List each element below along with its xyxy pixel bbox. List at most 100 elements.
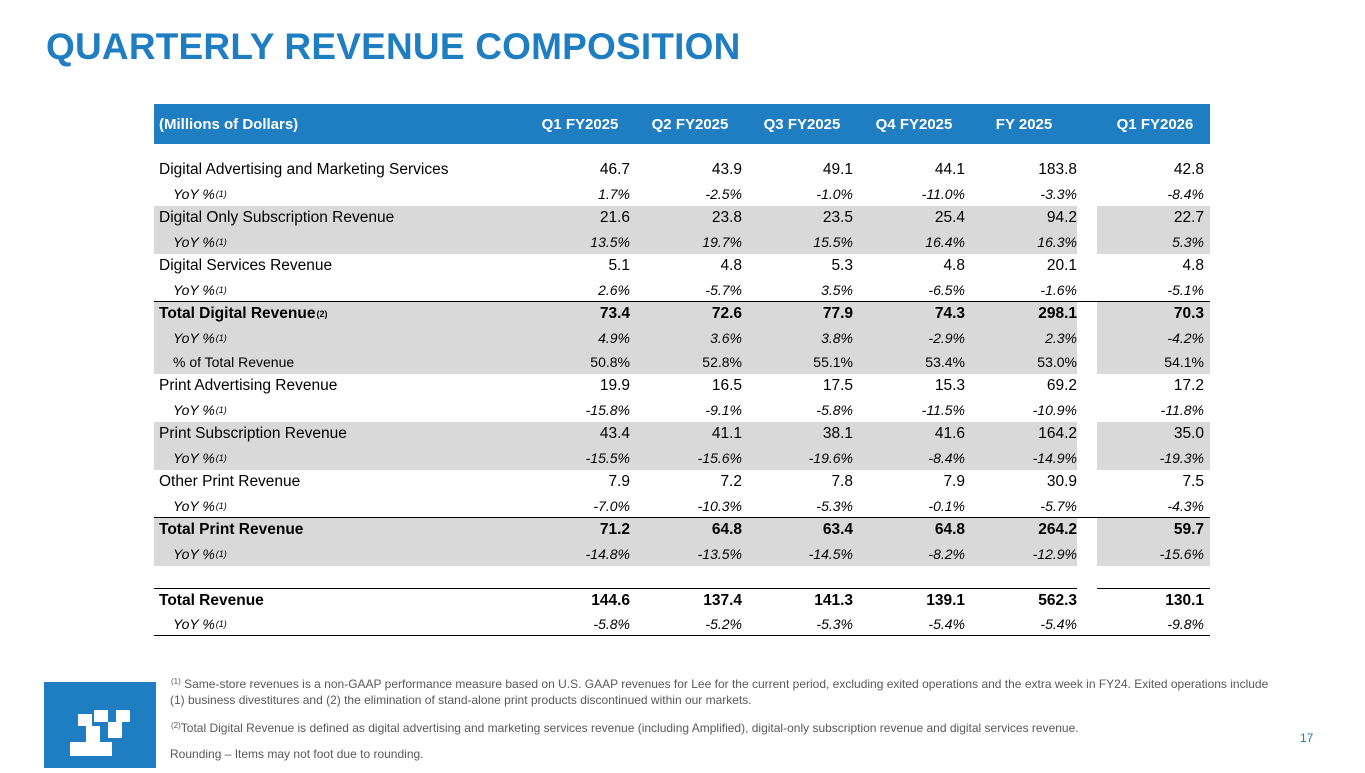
- table-cell: -19.6%: [808, 450, 853, 466]
- table-cell: 30.9: [1046, 473, 1077, 490]
- header-label: (Millions of Dollars): [159, 115, 299, 133]
- footnote-ref: (1): [215, 549, 227, 559]
- table-cell: 130.1: [1165, 591, 1204, 609]
- column-gap: [1077, 446, 1097, 470]
- table-row: Print Subscription Revenue 43.4 41.1 38.1 41…: [154, 422, 1210, 446]
- table-header-row: (Millions of Dollars) Q1 FY2025 Q2 FY202…: [154, 104, 1210, 144]
- table-cell: 49.1: [822, 161, 853, 178]
- header-col: FY 2025: [995, 115, 1053, 133]
- table-cell: -3.3%: [1040, 186, 1077, 202]
- table-cell: 5.3%: [1172, 234, 1204, 250]
- footnotes: (1) Same-store revenues is a non-GAAP pe…: [170, 674, 1280, 772]
- table-cell: 46.7: [599, 161, 630, 178]
- row-label: Digital Advertising and Marketing Servic…: [159, 158, 448, 182]
- table-row: YoY % (1) -15.8% -9.1% -5.8% -11.5% -10.9% -11.…: [154, 398, 1210, 422]
- table-cell: -5.4%: [928, 615, 965, 632]
- lee-enterprises-logo-icon: [70, 710, 130, 756]
- table-cell: 5.3: [831, 257, 853, 274]
- table-cell: -5.7%: [705, 281, 742, 298]
- table-row: YoY % (1) 4.9% 3.6% 3.8% -2.9% 2.3% -4.2%: [154, 326, 1210, 350]
- table-cell: -11.5%: [921, 402, 965, 418]
- row-label: YoY % (1): [173, 494, 227, 517]
- table-cell: 63.4: [822, 521, 853, 538]
- row-label-text: Total Print Revenue: [159, 521, 304, 538]
- table-cell: 4.9%: [598, 330, 630, 346]
- table-cell: -5.1%: [1167, 281, 1204, 298]
- table-cell: -8.2%: [928, 546, 965, 562]
- footnote-mark: (2): [171, 721, 181, 730]
- table-cell: -4.3%: [1167, 497, 1204, 514]
- table-cell: 15.5%: [813, 234, 853, 250]
- footnote-ref: (1): [215, 618, 227, 629]
- row-label-text: Digital Services Revenue: [159, 257, 333, 274]
- table-cell: 55.1%: [813, 354, 853, 370]
- table-cell: 71.2: [599, 521, 630, 538]
- table-cell: -8.4%: [928, 450, 965, 466]
- table-cell: 21.6: [599, 209, 630, 226]
- column-gap: [1077, 302, 1097, 326]
- row-label: YoY % (1): [173, 182, 227, 206]
- table-cell: 264.2: [1038, 521, 1077, 538]
- column-gap: [1077, 326, 1097, 350]
- footnote-ref: (1): [215, 189, 227, 199]
- table-cell: -11.8%: [1160, 402, 1204, 418]
- table-cell: -13.5%: [697, 546, 742, 562]
- table-cell: 7.9: [608, 473, 630, 490]
- table-cell: -9.1%: [705, 402, 742, 418]
- table-cell: 1.7%: [598, 186, 630, 202]
- table-cell: 139.1: [926, 591, 965, 609]
- table-cell: 23.5: [822, 209, 853, 226]
- table-cell: 44.1: [934, 161, 965, 178]
- table-row: % of Total Revenue 50.8% 52.8% 55.1% 53.4% 53…: [154, 350, 1210, 374]
- row-label: Digital Services Revenue: [159, 254, 332, 278]
- table-cell: -15.6%: [697, 450, 742, 466]
- row-label: YoY % (1): [173, 230, 227, 254]
- table-row: YoY % (1) 2.6% -5.7% 3.5% -6.5% -1.6% -5.1%: [154, 278, 1210, 302]
- footnote-2: (2)Total Digital Revenue is defined as d…: [170, 718, 1280, 736]
- table-cell: -5.8%: [816, 402, 853, 418]
- table-cell: 73.4: [599, 305, 630, 322]
- footnote-text: Total Digital Revenue is defined as digi…: [180, 721, 1079, 735]
- table-cell: -5.8%: [593, 615, 630, 632]
- row-label: Total Revenue: [159, 589, 264, 612]
- table-cell: 69.2: [1046, 377, 1077, 394]
- table-row: Digital Services Revenue 5.1 4.8 5.3 4.8 20.1…: [154, 254, 1210, 278]
- table-cell: 16.5: [711, 377, 742, 394]
- row-label: Digital Only Subscription Revenue: [159, 206, 394, 230]
- table-cell: 144.6: [591, 591, 630, 609]
- row-label-text: Other Print Revenue: [159, 473, 301, 490]
- table-cell: -5.4%: [1040, 615, 1077, 632]
- table-cell: -11.0%: [921, 186, 965, 202]
- table-cell: 13.5%: [590, 234, 630, 250]
- table-cell: 4.8: [720, 257, 742, 274]
- row-label-text: Print Advertising Revenue: [159, 377, 338, 394]
- table-cell: 77.9: [822, 305, 853, 322]
- table-row: Other Print Revenue 7.9 7.2 7.8 7.9 30.9 7.5: [154, 470, 1210, 494]
- row-label-text: Digital Advertising and Marketing Servic…: [159, 161, 449, 178]
- table-row: YoY % (1) 13.5% 19.7% 15.5% 16.4% 16.3% 5.3%: [154, 230, 1210, 254]
- table-body: Digital Advertising and Marketing Servic…: [154, 158, 1210, 636]
- column-gap: [1077, 588, 1097, 612]
- table-cell: 4.8: [1182, 257, 1204, 274]
- table-cell: -8.4%: [1167, 186, 1204, 202]
- table-cell: 23.8: [711, 209, 742, 226]
- column-gap: [1077, 542, 1097, 566]
- table-cell: -5.3%: [816, 615, 853, 632]
- table-row: Total Print Revenue 71.2 64.8 63.4 64.8 264.2…: [154, 518, 1210, 542]
- table-cell: -6.5%: [928, 281, 965, 298]
- table-cell: 7.9: [943, 473, 965, 490]
- table-cell: 20.1: [1046, 257, 1077, 274]
- column-gap: [1077, 230, 1097, 254]
- table-cell: 17.2: [1173, 377, 1204, 394]
- table-cell: 141.3: [814, 591, 853, 609]
- row-label: Print Advertising Revenue: [159, 374, 337, 398]
- footnote-ref: (1): [215, 500, 227, 511]
- header-col: Q1 FY2026: [1116, 115, 1194, 133]
- row-label-text: Digital Only Subscription Revenue: [159, 209, 395, 226]
- row-label: YoY % (1): [173, 278, 227, 301]
- table-row: YoY % (1) -14.8% -13.5% -14.5% -8.2% -12.9% -15…: [154, 542, 1210, 566]
- table-cell: 183.8: [1038, 161, 1077, 178]
- row-label-text: YoY %: [173, 402, 215, 418]
- header-col: Q3 FY2025: [763, 115, 841, 133]
- row-label-text: YoY %: [173, 546, 215, 562]
